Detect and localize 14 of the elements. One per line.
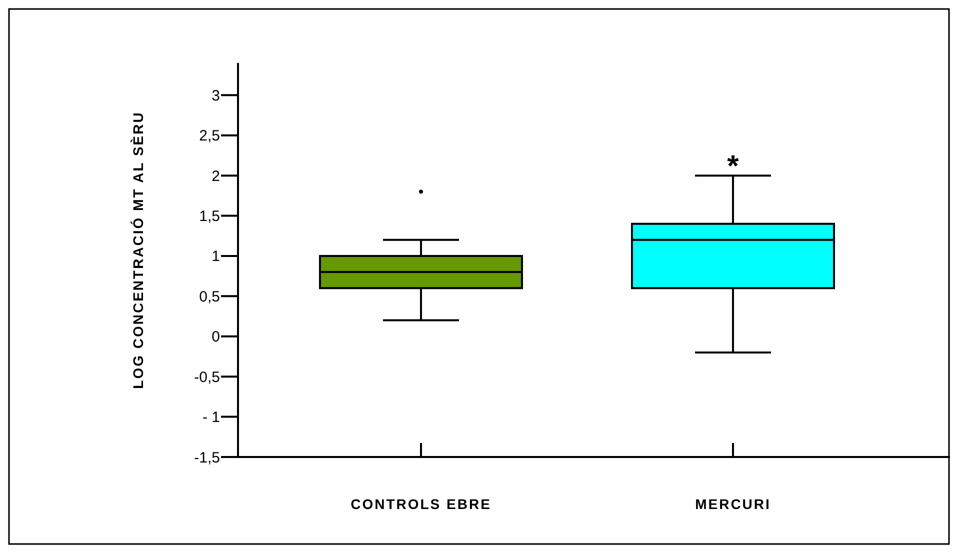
- y-tick-label: -0,5: [194, 368, 220, 386]
- y-tick-label: 2: [212, 168, 220, 185]
- x-tick-label: MERCURI: [695, 496, 771, 512]
- y-tick-label: 0,5: [199, 288, 220, 306]
- y-axis-title: LOG CONCENTRACIÓ MT AL SÈRU: [130, 111, 146, 389]
- y-tick-label: 3: [212, 87, 220, 104]
- y-tick-label: 0: [212, 328, 220, 346]
- y-tick-label: 2,5: [199, 128, 220, 145]
- annotation: *: [727, 150, 740, 183]
- y-tick-label: 1: [212, 248, 220, 266]
- x-tick-label: CONTROLS EBRE: [350, 496, 492, 512]
- y-tick-label: 1,5: [199, 208, 220, 226]
- y-tick-label: -1,5: [194, 449, 220, 466]
- y-tick-label: - 1: [202, 409, 220, 426]
